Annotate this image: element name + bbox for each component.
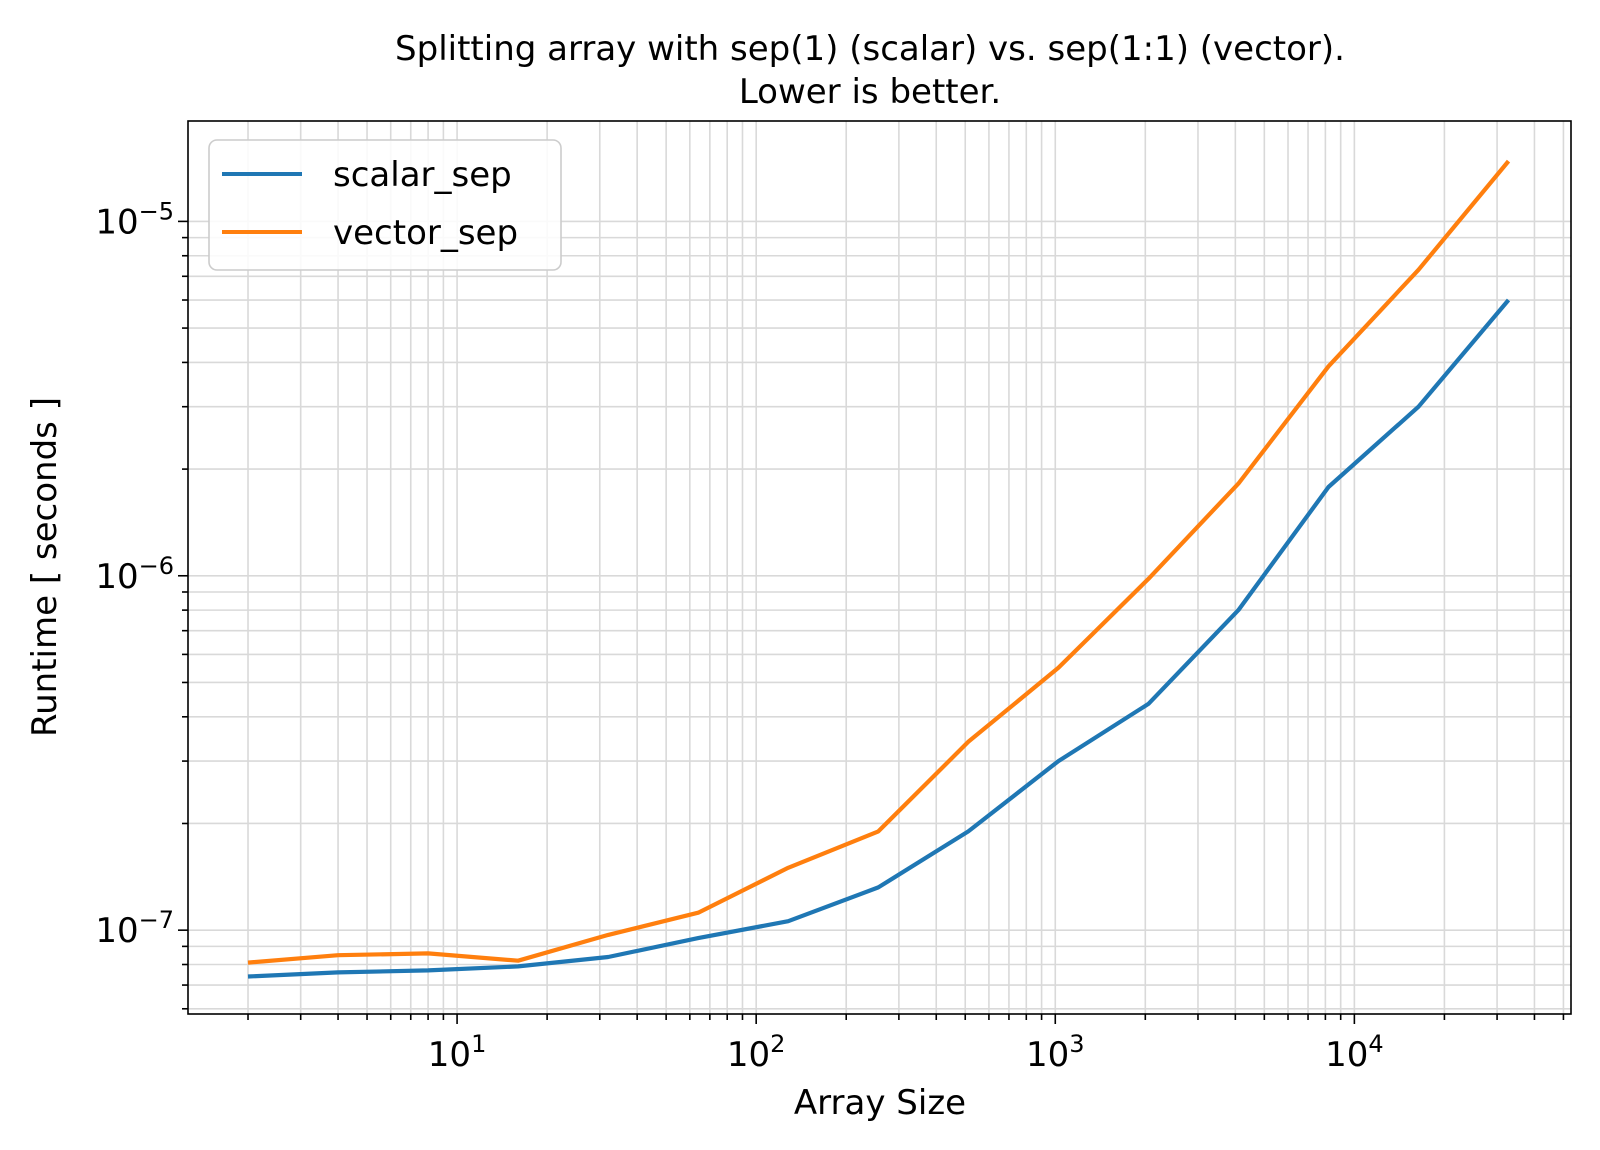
y-tick-label: 10−7: [95, 906, 174, 951]
x-tick-label: 103: [1026, 1030, 1085, 1075]
axis-ticks: [178, 220, 1565, 1024]
x-axis-label: Array Size: [794, 1083, 966, 1123]
x-tick-label: 104: [1325, 1030, 1384, 1075]
x-tick-label: 101: [428, 1030, 487, 1075]
y-tick-label: 10−6: [95, 552, 174, 597]
x-tick-label: 102: [727, 1030, 786, 1075]
series-lines: [247, 159, 1511, 979]
legend-label-scalar-sep: scalar_sep: [333, 155, 512, 195]
series-line-vector-sep: [247, 159, 1511, 965]
chart-title-line-2: Lower is better.: [739, 72, 1001, 112]
plot-frame: [187, 120, 1572, 1015]
legend: scalar_sep vector_sep: [208, 139, 562, 271]
series-line-scalar-sep: [247, 298, 1511, 979]
legend-label-vector-sep: vector_sep: [333, 213, 518, 253]
y-tick-label: 10−5: [95, 197, 174, 242]
tick-labels: 101 102 103 104 10−7 10−6 10−5: [95, 197, 1383, 1075]
chart-title-line-1: Splitting array with sep(1) (scalar) vs.…: [395, 29, 1345, 69]
y-axis-label: Runtime [ seconds ]: [25, 397, 65, 737]
